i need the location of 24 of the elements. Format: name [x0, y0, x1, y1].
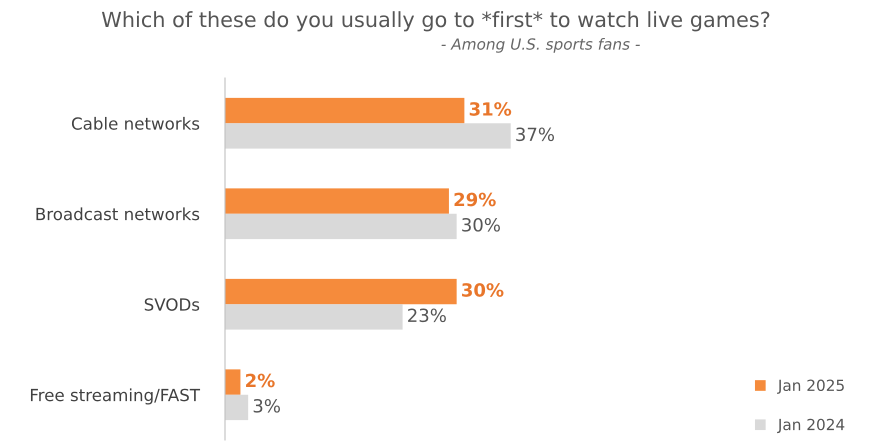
- y-tick-label: Broadcast networks: [36, 207, 200, 220]
- data-label: 3%: [254, 399, 280, 413]
- bar: [225, 98, 464, 124]
- bar: [225, 394, 248, 420]
- data-label: 31%: [470, 102, 512, 116]
- chart-subtitle: - Among U.S. sports fans -: [442, 38, 640, 53]
- bar: [225, 188, 449, 214]
- y-tick-label: Free streaming/FAST: [30, 388, 200, 405]
- data-label: 30%: [462, 283, 504, 297]
- bar: [225, 123, 511, 149]
- chart-title: Which of these do you usually go to *first* to watch live games?: [102, 11, 770, 32]
- bar: [225, 278, 457, 304]
- y-tick-label: Cable networks: [72, 116, 200, 130]
- data-label: 29%: [454, 192, 496, 206]
- legend-label: Jan 2025: [777, 380, 844, 394]
- legend-label: Jan 2024: [777, 418, 844, 434]
- bar: [225, 369, 240, 395]
- bar: [225, 304, 403, 330]
- y-tick-label: SVODs: [144, 298, 200, 311]
- data-label: 30%: [462, 218, 500, 232]
- bar: [225, 214, 457, 240]
- data-label: 23%: [408, 308, 446, 322]
- data-label: 37%: [516, 128, 554, 142]
- data-label: 2%: [246, 374, 275, 388]
